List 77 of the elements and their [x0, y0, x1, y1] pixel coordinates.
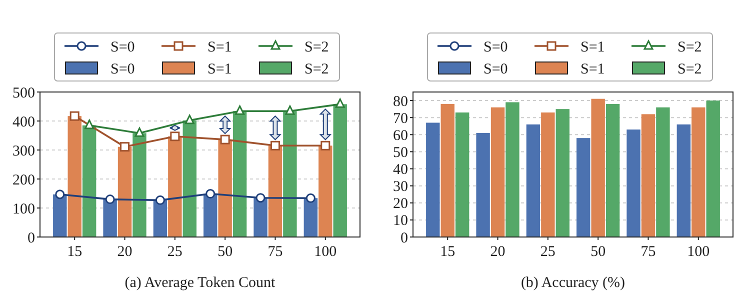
y-tick-label: 60	[393, 128, 408, 144]
y-tick-label: 0	[28, 230, 35, 246]
legend-label: S=2	[678, 39, 702, 56]
bar	[541, 112, 555, 237]
y-tick-label: 500	[12, 85, 35, 102]
bar	[132, 133, 146, 237]
legend-label: S=0	[484, 61, 508, 78]
bar	[254, 198, 268, 237]
bar	[153, 200, 168, 237]
x-tick-label: 25	[540, 244, 556, 260]
bar	[455, 112, 470, 237]
y-tick-label: 80	[393, 94, 408, 110]
bar	[591, 98, 605, 237]
x-tick-label: 20	[117, 244, 132, 260]
x-tick-label: 100	[687, 244, 710, 260]
legend-label: S=1	[208, 39, 232, 56]
legend-label: S=2	[304, 61, 329, 78]
y-tick-label: 300	[12, 143, 35, 160]
x-tick-label: 15	[67, 244, 82, 260]
bar	[526, 124, 540, 237]
y-tick-label: 200	[12, 172, 35, 188]
bar	[168, 136, 182, 237]
x-tick-label: 15	[440, 244, 456, 260]
x-axis-title: (a) Average Token Count	[124, 275, 276, 291]
y-tick-label: 40	[393, 162, 408, 178]
bar	[656, 107, 670, 237]
legend-label: S=0	[110, 61, 135, 78]
y-tick-label: 100	[12, 201, 35, 218]
bar	[318, 146, 332, 237]
bar	[476, 132, 490, 237]
bar	[676, 124, 691, 237]
bar	[706, 100, 720, 237]
bar	[103, 199, 117, 237]
y-tick-label: 50	[393, 144, 408, 161]
x-tick-label: 75	[268, 244, 283, 260]
bar	[626, 130, 640, 237]
legend-label: S=0	[484, 39, 508, 56]
y-tick-label: 20	[393, 196, 408, 212]
bar	[53, 194, 67, 237]
y-tick-label: 10	[393, 213, 408, 230]
y-tick-label: 0	[400, 230, 408, 246]
y-tick-label: 70	[393, 110, 408, 127]
legend-label: S=1	[208, 61, 232, 78]
y-tick-label: 400	[12, 114, 35, 130]
bar	[606, 104, 620, 237]
x-tick-label: 25	[167, 244, 182, 260]
legend-label: S=2	[304, 39, 329, 56]
y-tick-label: 30	[393, 179, 408, 196]
bar	[692, 107, 706, 237]
bar	[118, 146, 132, 237]
bar	[218, 140, 232, 237]
legend-label: S=1	[580, 39, 605, 56]
bar	[68, 116, 82, 237]
x-tick-label: 100	[314, 244, 337, 260]
bar	[576, 138, 590, 237]
x-tick-label: 50	[590, 244, 606, 260]
bar	[82, 125, 96, 237]
x-axis-title: (b) Accuracy (%)	[520, 275, 626, 291]
bar	[641, 114, 656, 237]
bar	[506, 102, 520, 237]
bar	[556, 109, 570, 237]
x-tick-label: 50	[218, 244, 233, 260]
bar	[232, 111, 247, 237]
legend-label: S=2	[678, 61, 702, 78]
x-tick-label: 20	[490, 244, 506, 260]
bar	[182, 120, 196, 237]
bar	[283, 111, 297, 237]
legend-label: S=1	[580, 61, 605, 78]
x-tick-label: 75	[640, 244, 656, 260]
bar	[440, 104, 454, 237]
bar	[268, 146, 282, 237]
bar	[490, 107, 505, 237]
bar	[333, 104, 347, 237]
bar	[426, 122, 440, 237]
bar	[304, 198, 318, 237]
bar	[204, 194, 218, 237]
legend-label: S=0	[110, 39, 135, 56]
